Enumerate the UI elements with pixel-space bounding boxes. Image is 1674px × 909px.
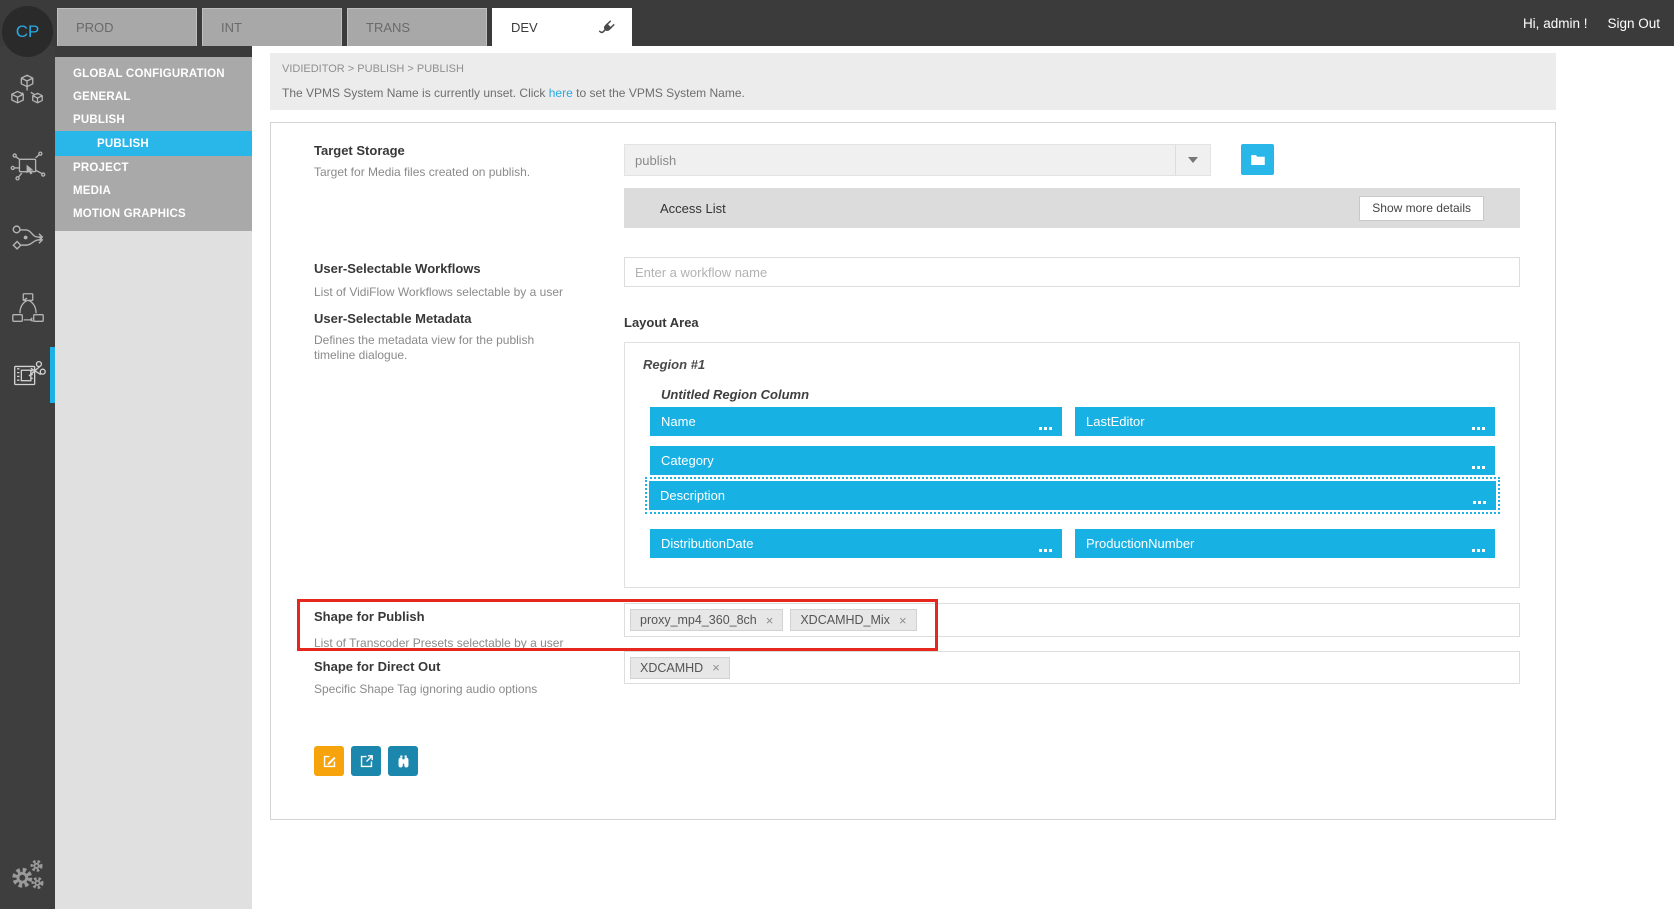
tag-xdcamhd[interactable]: XDCAMHD × bbox=[630, 656, 730, 679]
sidebar-item-workflow[interactable] bbox=[0, 210, 55, 266]
video-editor-icon bbox=[13, 360, 46, 386]
access-list-label: Access List bbox=[660, 200, 726, 216]
target-storage-select[interactable]: publish bbox=[624, 144, 1211, 176]
environment-tabs: PROD INT TRANS DEV bbox=[57, 8, 632, 46]
region-title: Region #1 bbox=[643, 357, 706, 372]
target-storage-label: Target Storage bbox=[314, 143, 405, 158]
config-nav-menu: GLOBAL CONFIGURATION GENERAL PUBLISH PUB… bbox=[55, 57, 252, 231]
metadata-field-productionnumber[interactable]: ProductionNumber bbox=[1075, 529, 1495, 558]
shape-direct-description: Specific Shape Tag ignoring audio option… bbox=[314, 682, 538, 696]
workflow-name-input[interactable] bbox=[624, 257, 1520, 287]
access-list-bar: Access List Show more details bbox=[624, 188, 1520, 228]
drag-handle-icon[interactable] bbox=[1039, 427, 1052, 430]
remove-tag-icon[interactable]: × bbox=[712, 660, 720, 675]
edit-button[interactable] bbox=[314, 746, 344, 776]
binoculars-icon bbox=[398, 754, 408, 768]
lifecycle-icon bbox=[11, 293, 44, 322]
sidebar-item-video-editor[interactable] bbox=[0, 347, 55, 403]
icon-rail bbox=[0, 0, 55, 909]
layout-area-label: Layout Area bbox=[624, 315, 699, 330]
user-greeting: Hi, admin ! bbox=[1522, 15, 1588, 31]
target-storage-value: publish bbox=[635, 152, 677, 168]
workflows-description: List of VidiFlow Workflows selectable by… bbox=[314, 285, 563, 299]
interactive-config-icon bbox=[10, 151, 45, 181]
region-column-title: Untitled Region Column bbox=[661, 387, 810, 402]
shape-publish-description: List of Transcoder Presets selectable by… bbox=[314, 636, 564, 650]
metadata-field-name[interactable]: Name bbox=[650, 407, 1062, 436]
sidebar-item-lifecycle[interactable] bbox=[0, 280, 55, 336]
edit-icon bbox=[323, 755, 336, 767]
drag-handle-icon[interactable] bbox=[1472, 549, 1485, 552]
drag-handle-icon[interactable] bbox=[1472, 427, 1485, 430]
shape-publish-label: Shape for Publish bbox=[314, 609, 425, 624]
tab-prod[interactable]: PROD bbox=[57, 8, 197, 46]
selected-field-outline: Description bbox=[645, 477, 1500, 514]
tab-dev[interactable]: DEV bbox=[492, 8, 632, 46]
page-header: VIDIEDITOR > PUBLISH > PUBLISH The VPMS … bbox=[270, 53, 1556, 110]
folder-icon bbox=[1250, 154, 1265, 165]
browse-storage-button[interactable] bbox=[1241, 144, 1274, 175]
target-storage-description: Target for Media files created on publis… bbox=[314, 165, 531, 179]
sign-out-link[interactable]: Sign Out bbox=[1607, 15, 1660, 31]
shape-direct-field[interactable]: XDCAMHD × bbox=[624, 651, 1520, 684]
nav-item-global-configuration[interactable]: GLOBAL CONFIGURATION bbox=[73, 67, 225, 80]
tag-proxy-mp4-360-8ch[interactable]: proxy_mp4_360_8ch × bbox=[630, 609, 784, 631]
open-external-button[interactable] bbox=[351, 746, 381, 776]
nav-item-media[interactable]: MEDIA bbox=[73, 184, 112, 197]
drag-handle-icon[interactable] bbox=[1472, 466, 1485, 469]
nav-item-motion-graphics[interactable]: MOTION GRAPHICS bbox=[73, 207, 186, 220]
tab-trans[interactable]: TRANS bbox=[347, 8, 487, 46]
nav-item-project[interactable]: PROJECT bbox=[73, 161, 129, 174]
workflows-label: User-Selectable Workflows bbox=[314, 261, 481, 276]
publish-config-panel: Target Storage Target for Media files cr… bbox=[270, 122, 1556, 820]
vpms-here-link[interactable]: here bbox=[548, 86, 573, 100]
external-link-icon bbox=[360, 754, 373, 767]
metadata-field-description[interactable]: Description bbox=[649, 481, 1496, 510]
layout-region: Region #1 Untitled Region Column Name La… bbox=[624, 342, 1520, 588]
metadata-label: User-Selectable Metadata bbox=[314, 311, 472, 326]
nav-item-general[interactable]: GENERAL bbox=[73, 90, 131, 103]
config-nav-column: GLOBAL CONFIGURATION GENERAL PUBLISH PUB… bbox=[55, 46, 252, 909]
tag-xdcamhd-mix[interactable]: XDCAMHD_Mix × bbox=[790, 609, 917, 631]
tab-int[interactable]: INT bbox=[202, 8, 342, 46]
vpms-notice: The VPMS System Name is currently unset.… bbox=[282, 86, 745, 100]
drag-handle-icon[interactable] bbox=[1039, 549, 1052, 552]
sidebar-item-settings[interactable] bbox=[0, 845, 55, 901]
metadata-description: Defines the metadata view for the publis… bbox=[314, 333, 535, 362]
plug-icon bbox=[597, 18, 617, 38]
metadata-field-lasteditor[interactable]: LastEditor bbox=[1075, 407, 1495, 436]
sidebar-item-modules[interactable] bbox=[0, 62, 55, 118]
nav-item-publish-group[interactable]: PUBLISH bbox=[73, 113, 125, 126]
drag-handle-icon[interactable] bbox=[1473, 501, 1486, 504]
show-more-details-button[interactable]: Show more details bbox=[1359, 195, 1484, 221]
chevron-down-icon[interactable] bbox=[1175, 145, 1210, 175]
remove-tag-icon[interactable]: × bbox=[765, 612, 774, 628]
shape-direct-label: Shape for Direct Out bbox=[314, 659, 441, 674]
settings-gears-icon bbox=[11, 859, 43, 889]
nav-item-publish[interactable]: PUBLISH bbox=[55, 131, 252, 156]
app-logo[interactable]: CP bbox=[2, 6, 53, 57]
active-indicator bbox=[50, 347, 55, 403]
action-buttons bbox=[314, 746, 418, 776]
preview-button[interactable] bbox=[388, 746, 418, 776]
metadata-field-category[interactable]: Category bbox=[650, 446, 1495, 475]
remove-tag-icon[interactable]: × bbox=[898, 612, 907, 628]
metadata-field-distributiondate[interactable]: DistributionDate bbox=[650, 529, 1062, 558]
shape-publish-field[interactable]: proxy_mp4_360_8ch × XDCAMHD_Mix × bbox=[624, 603, 1520, 637]
sidebar-item-interactive-config[interactable] bbox=[0, 138, 55, 194]
breadcrumb: VIDIEDITOR > PUBLISH > PUBLISH bbox=[282, 63, 464, 75]
workflow-icon bbox=[11, 225, 43, 250]
modules-icon bbox=[10, 74, 43, 104]
